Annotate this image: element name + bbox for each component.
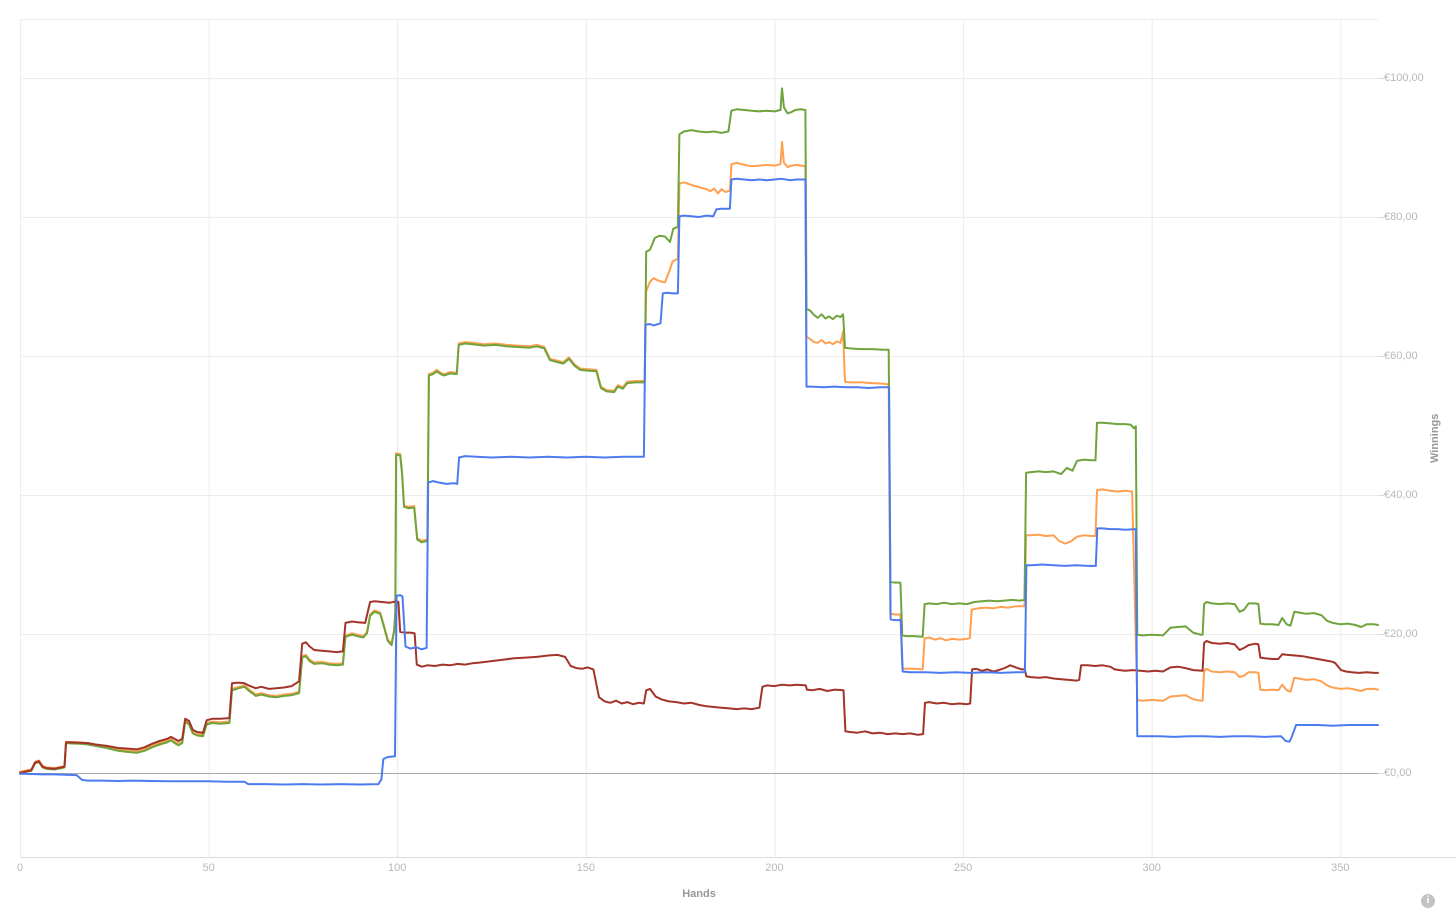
x-tick-label: 50 xyxy=(202,862,215,874)
x-tick-label: 300 xyxy=(1142,862,1161,874)
y-axis-title: Winnings xyxy=(1429,413,1441,463)
x-tick-label: 0 xyxy=(16,862,24,874)
x-tick-label: 200 xyxy=(765,862,784,874)
y-tick-label: €40,00 xyxy=(1384,489,1418,501)
y-tick-label: €80,00 xyxy=(1384,211,1418,223)
x-tick-label: 150 xyxy=(576,862,595,874)
y-tick-label: €20,00 xyxy=(1384,628,1418,640)
y-tick-label: €0,00 xyxy=(1384,767,1412,779)
winnings-green-line xyxy=(19,87,1379,774)
info-icon[interactable]: i xyxy=(1421,894,1435,908)
x-tick-label: 250 xyxy=(953,862,973,874)
non-showdown-red-line xyxy=(19,600,1379,774)
y-tick-label: €100,00 xyxy=(1384,72,1424,84)
ev-orange-line xyxy=(19,140,1379,773)
showdown-blue-line xyxy=(19,177,1379,786)
x-tick-label: 350 xyxy=(1331,862,1350,874)
x-tick-label: 100 xyxy=(388,862,407,874)
x-axis-title: Hands xyxy=(682,888,716,900)
y-tick-label: €60,00 xyxy=(1384,350,1418,362)
